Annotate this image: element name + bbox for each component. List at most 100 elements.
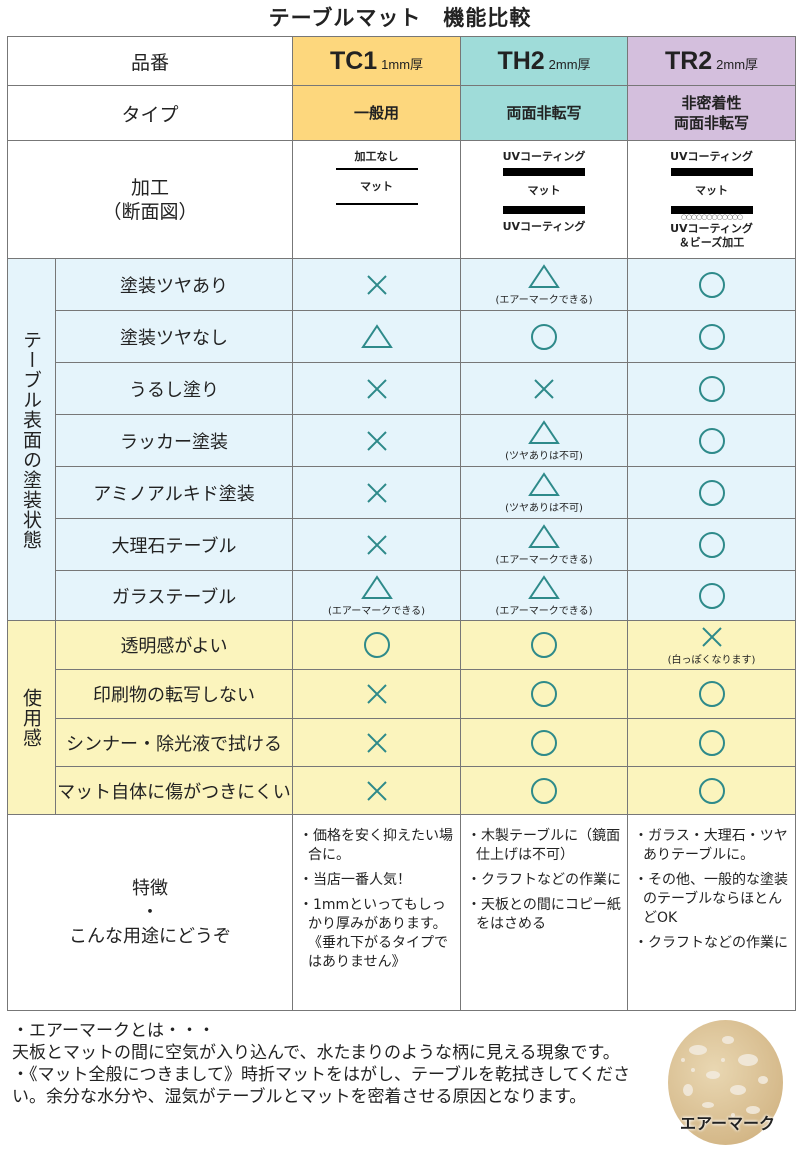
triangle-icon bbox=[528, 471, 560, 496]
cross-icon bbox=[366, 732, 387, 753]
circle-icon bbox=[698, 777, 725, 804]
surface-row-label-cell: うるし塗り bbox=[55, 362, 293, 415]
cross-icon bbox=[366, 482, 387, 503]
circle-icon bbox=[698, 271, 725, 298]
rating-cell bbox=[627, 362, 796, 415]
feature-item: ・木製テーブルに（鏡面仕上げは不可） bbox=[467, 828, 621, 863]
product-code: TC1 1mm厚 bbox=[330, 47, 423, 76]
circle-icon bbox=[531, 632, 557, 658]
rating-cell bbox=[627, 414, 796, 467]
process-cell-tc1: 加工なし マット bbox=[292, 140, 461, 259]
rating-cell bbox=[292, 362, 461, 415]
product-thickness: 2mm厚 bbox=[548, 56, 591, 72]
circle-icon bbox=[698, 479, 725, 506]
note-care: ・《マット全般につきまして》時折マットをはがし、テーブルを乾拭きしてください。余… bbox=[12, 1065, 630, 1107]
cross-icon bbox=[366, 684, 387, 704]
surface-row-label-cell: アミノアルキド塗装 bbox=[55, 466, 293, 519]
air-mark-pattern bbox=[681, 1036, 768, 1117]
rating-note: (エアーマークできる) bbox=[495, 294, 593, 306]
rating-cell: (エアーマークできる) bbox=[460, 570, 628, 621]
row-label: うるし塗り bbox=[129, 379, 219, 401]
surface-group-label-cell: テーブル表面の塗装状態 bbox=[7, 258, 56, 621]
feature-item: ・天板との間にコピー紙をはさめる bbox=[467, 897, 621, 932]
type-cell: 両面非転写 bbox=[460, 85, 628, 141]
row-label: 透明感がよい bbox=[120, 636, 228, 657]
feature-item: ・その他、一般的な塗装のテーブルならほとんどOK bbox=[634, 872, 788, 926]
features-cell: ・ガラス・大理石・ツヤありテーブルに。 ・その他、一般的な塗装のテーブルならほとん… bbox=[627, 814, 796, 1011]
beads-layer: ○○○○○○○○○○○○ bbox=[680, 213, 743, 221]
type-cell: 一般用 bbox=[292, 85, 461, 141]
layer-top-label: UVコーティング bbox=[670, 150, 753, 163]
air-mark-sample-image: エアーマーク bbox=[665, 1020, 790, 1150]
features-label: 特徴 ・ こんな用途にどうぞ bbox=[69, 877, 231, 947]
usage-row-label-cell: 印刷物の転写しない bbox=[55, 669, 293, 719]
feature-item: ・価格を安く抑えたい場合に。 bbox=[299, 828, 453, 863]
layer-top-label: UVコーティング bbox=[502, 150, 586, 163]
features-cell: ・価格を安く抑えたい場合に。 ・当店一番人気！ ・1mmといってもしっかり厚みがあり… bbox=[292, 814, 461, 1011]
layer-top-label: 加工なし bbox=[354, 150, 399, 163]
product-header-tc1: TC1 1mm厚 bbox=[292, 36, 461, 86]
surface-row-label-cell: 塗装ツヤあり bbox=[55, 258, 293, 311]
cross-icon bbox=[366, 534, 387, 555]
row-label: 大理石テーブル bbox=[111, 535, 237, 557]
circle-icon bbox=[698, 375, 725, 402]
usage-row-label-cell: 透明感がよい bbox=[55, 620, 293, 670]
rating-cell bbox=[460, 669, 628, 719]
type-cell: 非密着性 両面非転写 bbox=[627, 85, 796, 141]
row-label: アミノアルキド塗装 bbox=[93, 483, 255, 505]
notes: ・エアーマークとは・・・ 天板とマットの間に空気が入り込んで、水たまりのような柄… bbox=[12, 1020, 642, 1108]
rating-cell bbox=[627, 466, 796, 519]
layer-middle-label: マット bbox=[527, 184, 561, 197]
type-value: 非密着性 両面非転写 bbox=[673, 94, 749, 132]
triangle-icon bbox=[528, 263, 560, 288]
note-air-mark: ・エアーマークとは・・・ 天板とマットの間に空気が入り込んで、水たまりのような柄… bbox=[12, 1021, 620, 1063]
row-label: ラッカー塗装 bbox=[120, 431, 228, 453]
surface-row-label-cell: ラッカー塗装 bbox=[55, 414, 293, 467]
circle-icon bbox=[531, 323, 557, 350]
features-label-cell: 特徴 ・ こんな用途にどうぞ bbox=[7, 814, 293, 1011]
rating-cell bbox=[292, 620, 461, 670]
product-code-text: TH2 bbox=[497, 46, 545, 75]
type-label: タイプ bbox=[121, 103, 179, 126]
process-label-cell: 加工 （断面図） bbox=[7, 140, 293, 259]
rating-cell: (エアーマークできる) bbox=[460, 258, 628, 311]
rating-note: (ツヤありは不可) bbox=[505, 450, 583, 462]
circle-icon bbox=[698, 729, 725, 756]
circle-icon bbox=[531, 681, 557, 707]
process-cell-th2: UVコーティング マット UVコーティング bbox=[460, 140, 628, 259]
circle-icon bbox=[698, 531, 725, 558]
uv-coating-layer bbox=[503, 206, 585, 214]
rating-cell bbox=[460, 310, 628, 363]
product-code: TH2 2mm厚 bbox=[497, 47, 590, 76]
triangle-icon bbox=[528, 523, 560, 548]
product-thickness: 2mm厚 bbox=[716, 56, 759, 72]
type-label-cell: タイプ bbox=[7, 85, 293, 141]
rating-cell bbox=[460, 718, 628, 767]
rating-cell bbox=[292, 669, 461, 719]
cross-icon bbox=[701, 627, 722, 647]
circle-icon bbox=[531, 729, 557, 756]
circle-icon bbox=[698, 323, 725, 350]
triangle-icon bbox=[528, 574, 560, 599]
rating-cell bbox=[292, 310, 461, 363]
circle-icon bbox=[698, 427, 725, 454]
feature-item: ・1mmといってもしっかり厚みがあります。《垂れ下がるタイプではありません》 bbox=[299, 897, 448, 970]
surface-row-label-cell: 大理石テーブル bbox=[55, 518, 293, 571]
rating-note: (白っぽくなります) bbox=[667, 655, 756, 666]
rating-note: (エアーマークできる) bbox=[327, 605, 425, 617]
layer-line bbox=[335, 168, 418, 170]
process-label: 加工 （断面図） bbox=[102, 176, 198, 223]
circle-icon bbox=[531, 777, 557, 804]
circle-icon bbox=[698, 681, 725, 707]
rating-cell bbox=[627, 518, 796, 571]
triangle-icon bbox=[360, 574, 393, 599]
cross-icon bbox=[366, 780, 387, 801]
layer-middle-label: マット bbox=[360, 180, 393, 193]
rating-cell bbox=[292, 414, 461, 467]
row-label: ガラステーブル bbox=[111, 586, 237, 608]
product-code-text: TR2 bbox=[664, 46, 713, 75]
rating-cell bbox=[460, 362, 628, 415]
row-label: 塗装ツヤなし bbox=[120, 327, 228, 349]
layer-line bbox=[335, 203, 418, 205]
rating-cell bbox=[460, 766, 628, 815]
